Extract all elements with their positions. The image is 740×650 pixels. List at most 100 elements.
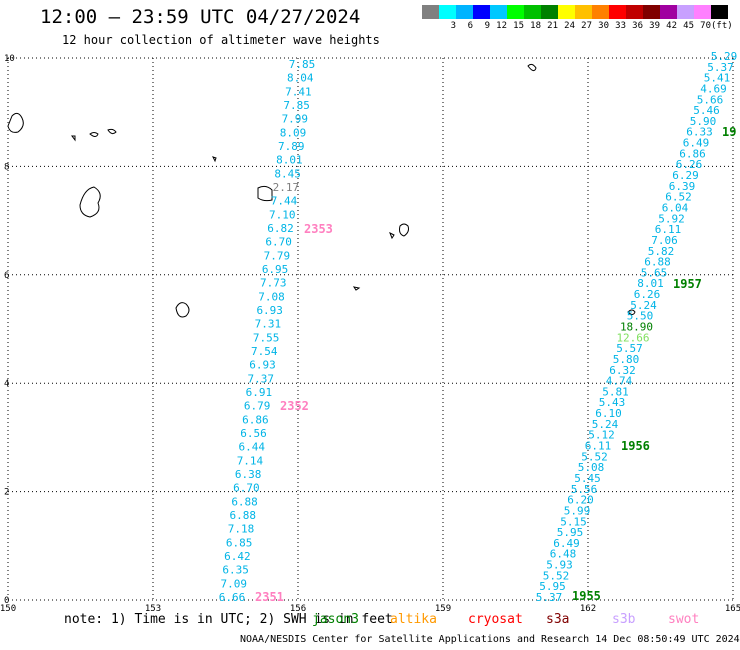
wave-height-value: 7.31	[255, 318, 282, 331]
colorbar-label: 27	[581, 21, 592, 31]
satellite-legend-item: swot	[668, 612, 700, 627]
time-label: 1956	[621, 439, 650, 453]
colorbar-label: 39	[649, 21, 660, 31]
map-grid	[7, 57, 734, 601]
colorbar-label: 70	[700, 21, 711, 31]
wave-height-value: 5.15	[560, 515, 587, 528]
island-outline	[257, 185, 273, 202]
wave-height-value: 5.24	[630, 299, 657, 312]
wave-height-value: 7.54	[251, 345, 278, 358]
axis-tick-labels: 150 153 156 159 162 165 0 2 4 6 8 10	[0, 54, 740, 614]
island-outline	[71, 135, 76, 142]
wave-height-value: 7.14	[237, 454, 264, 467]
wave-height-value: 2.17	[273, 181, 300, 194]
wave-height-value: 6.85	[226, 536, 253, 549]
wave-height-value: 5.46	[693, 104, 720, 117]
wave-height-value: 6.39	[669, 180, 696, 193]
island-outlines	[7, 63, 636, 318]
wave-height-value: 6.04	[662, 201, 689, 214]
wave-height-value: 6.88	[644, 256, 671, 269]
colorbar-label: 30	[598, 21, 609, 31]
wave-height-value: 5.65	[641, 266, 668, 279]
wave-height-value: 6.70	[265, 236, 292, 249]
satellite-legend-item: altika	[390, 612, 437, 627]
wave-height-value: 5.52	[581, 450, 608, 463]
colorbar-swatch	[677, 5, 694, 19]
wave-height-value: 8.01	[637, 277, 664, 290]
wave-height-value: 6.91	[246, 386, 273, 399]
track-west: 7.858.047.417.857.998.097.898.018.452.17…	[219, 58, 316, 604]
wave-height-value: 5.56	[571, 483, 598, 496]
wave-height-value: 5.93	[546, 559, 573, 572]
wave-height-value: 5.90	[690, 115, 717, 128]
colorbar-swatch	[592, 5, 609, 19]
satellite-legend-item: s3a	[546, 612, 570, 627]
wave-height-value: 6.93	[249, 359, 276, 372]
wave-height-value: 5.66	[697, 93, 724, 106]
colorbar-labels: 3 6 9 12 15 18 21 24 27 30 33 36 39 42 45 70 (ft)	[422, 21, 733, 31]
wave-height-value: 5.92	[658, 212, 685, 225]
colorbar-label: 18	[530, 21, 541, 31]
colorbar-label: (ft)	[711, 21, 733, 31]
wave-height-value: 5.57	[616, 342, 643, 355]
wave-height-value: 8.01	[276, 154, 303, 167]
wave-height-value: 5.80	[613, 353, 640, 366]
wave-height-value: 6.42	[224, 550, 251, 563]
island-outline	[212, 156, 217, 163]
colorbar-label: 3	[450, 21, 456, 31]
y-tick-label: 4	[4, 379, 9, 389]
colorbar-label: 15	[513, 21, 524, 31]
x-tick-label: 159	[435, 604, 451, 614]
wave-height-value: 18.90	[620, 321, 653, 334]
wave-height-value: 5.52	[543, 569, 570, 582]
wave-height-value: 5.41	[704, 72, 731, 85]
wave-height-value: 8.09	[280, 126, 307, 139]
wave-height-value: 5.82	[648, 245, 675, 258]
wave-height-value: 6.26	[676, 158, 703, 171]
x-tick-label: 150	[0, 604, 16, 614]
y-tick-label: 8	[4, 162, 9, 172]
satellite-legend-item: cryosat	[468, 612, 523, 627]
wave-height-value: 7.37	[247, 372, 274, 385]
colorbar-label: 36	[632, 21, 643, 31]
wave-height-value: 7.89	[278, 140, 305, 153]
footnote: note: 1) Time is in UTC; 2) SWH is in fe…	[64, 612, 393, 627]
wave-height-value: 6.86	[679, 147, 706, 160]
time-label: 1957	[673, 277, 702, 291]
island-outline	[389, 231, 395, 240]
wave-height-value: 6.38	[235, 468, 262, 481]
wave-height-value: 6.49	[683, 137, 710, 150]
colorbar-label: 6	[467, 21, 473, 31]
colorbar-swatch	[490, 5, 507, 19]
wave-height-value: 8.04	[287, 72, 314, 85]
colorbar-label: 21	[547, 21, 558, 31]
colorbar-swatch	[558, 5, 575, 19]
wave-height-value: 7.06	[651, 234, 678, 247]
y-tick-label: 6	[4, 271, 9, 281]
wave-height-value: 7.85	[289, 58, 316, 71]
x-tick-label: 153	[145, 604, 161, 614]
satellite-legend-item: s3b	[612, 612, 636, 627]
time-label: 1955	[572, 589, 601, 603]
wave-height-value: 5.43	[599, 396, 626, 409]
wave-height-value: 6.11	[655, 223, 682, 236]
wave-height-value: 7.73	[260, 277, 287, 290]
wave-height-value: 6.88	[230, 509, 257, 522]
colorbar-label: 24	[564, 21, 575, 31]
wave-height-value: 6.93	[256, 304, 283, 317]
wave-height-value: 7.99	[282, 113, 309, 126]
wave-height-value: 7.18	[228, 523, 255, 536]
wave-height-value: 7.55	[253, 331, 280, 344]
island-outline	[627, 309, 636, 315]
colorbar-swatch	[439, 5, 456, 19]
track-east: 5.295.375.414.695.665.465.906.336.496.86…	[536, 50, 738, 604]
colorbar-swatch	[456, 5, 473, 19]
wave-height-value: 8.45	[274, 167, 301, 180]
wave-height-value: 6.95	[262, 263, 289, 276]
colorbar-swatch	[524, 5, 541, 19]
time-label: 2351	[255, 590, 284, 604]
y-tick-label: 0	[4, 596, 9, 606]
wave-height-value: 12.66	[616, 331, 649, 344]
wave-height-value: 4.74	[606, 375, 633, 388]
